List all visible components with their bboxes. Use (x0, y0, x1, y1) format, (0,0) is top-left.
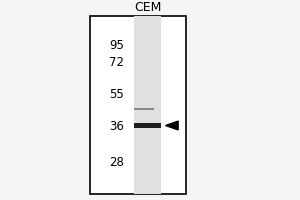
Text: 36: 36 (109, 120, 124, 133)
Text: CEM: CEM (134, 1, 161, 14)
Bar (134, 108, 154, 110)
Bar (134, 123, 161, 128)
Text: 95: 95 (109, 39, 124, 52)
Bar (90, 16, 186, 194)
Bar (134, 16, 161, 194)
Polygon shape (166, 121, 178, 130)
Text: 28: 28 (109, 156, 124, 169)
Text: 55: 55 (109, 88, 124, 101)
Text: 72: 72 (109, 56, 124, 69)
